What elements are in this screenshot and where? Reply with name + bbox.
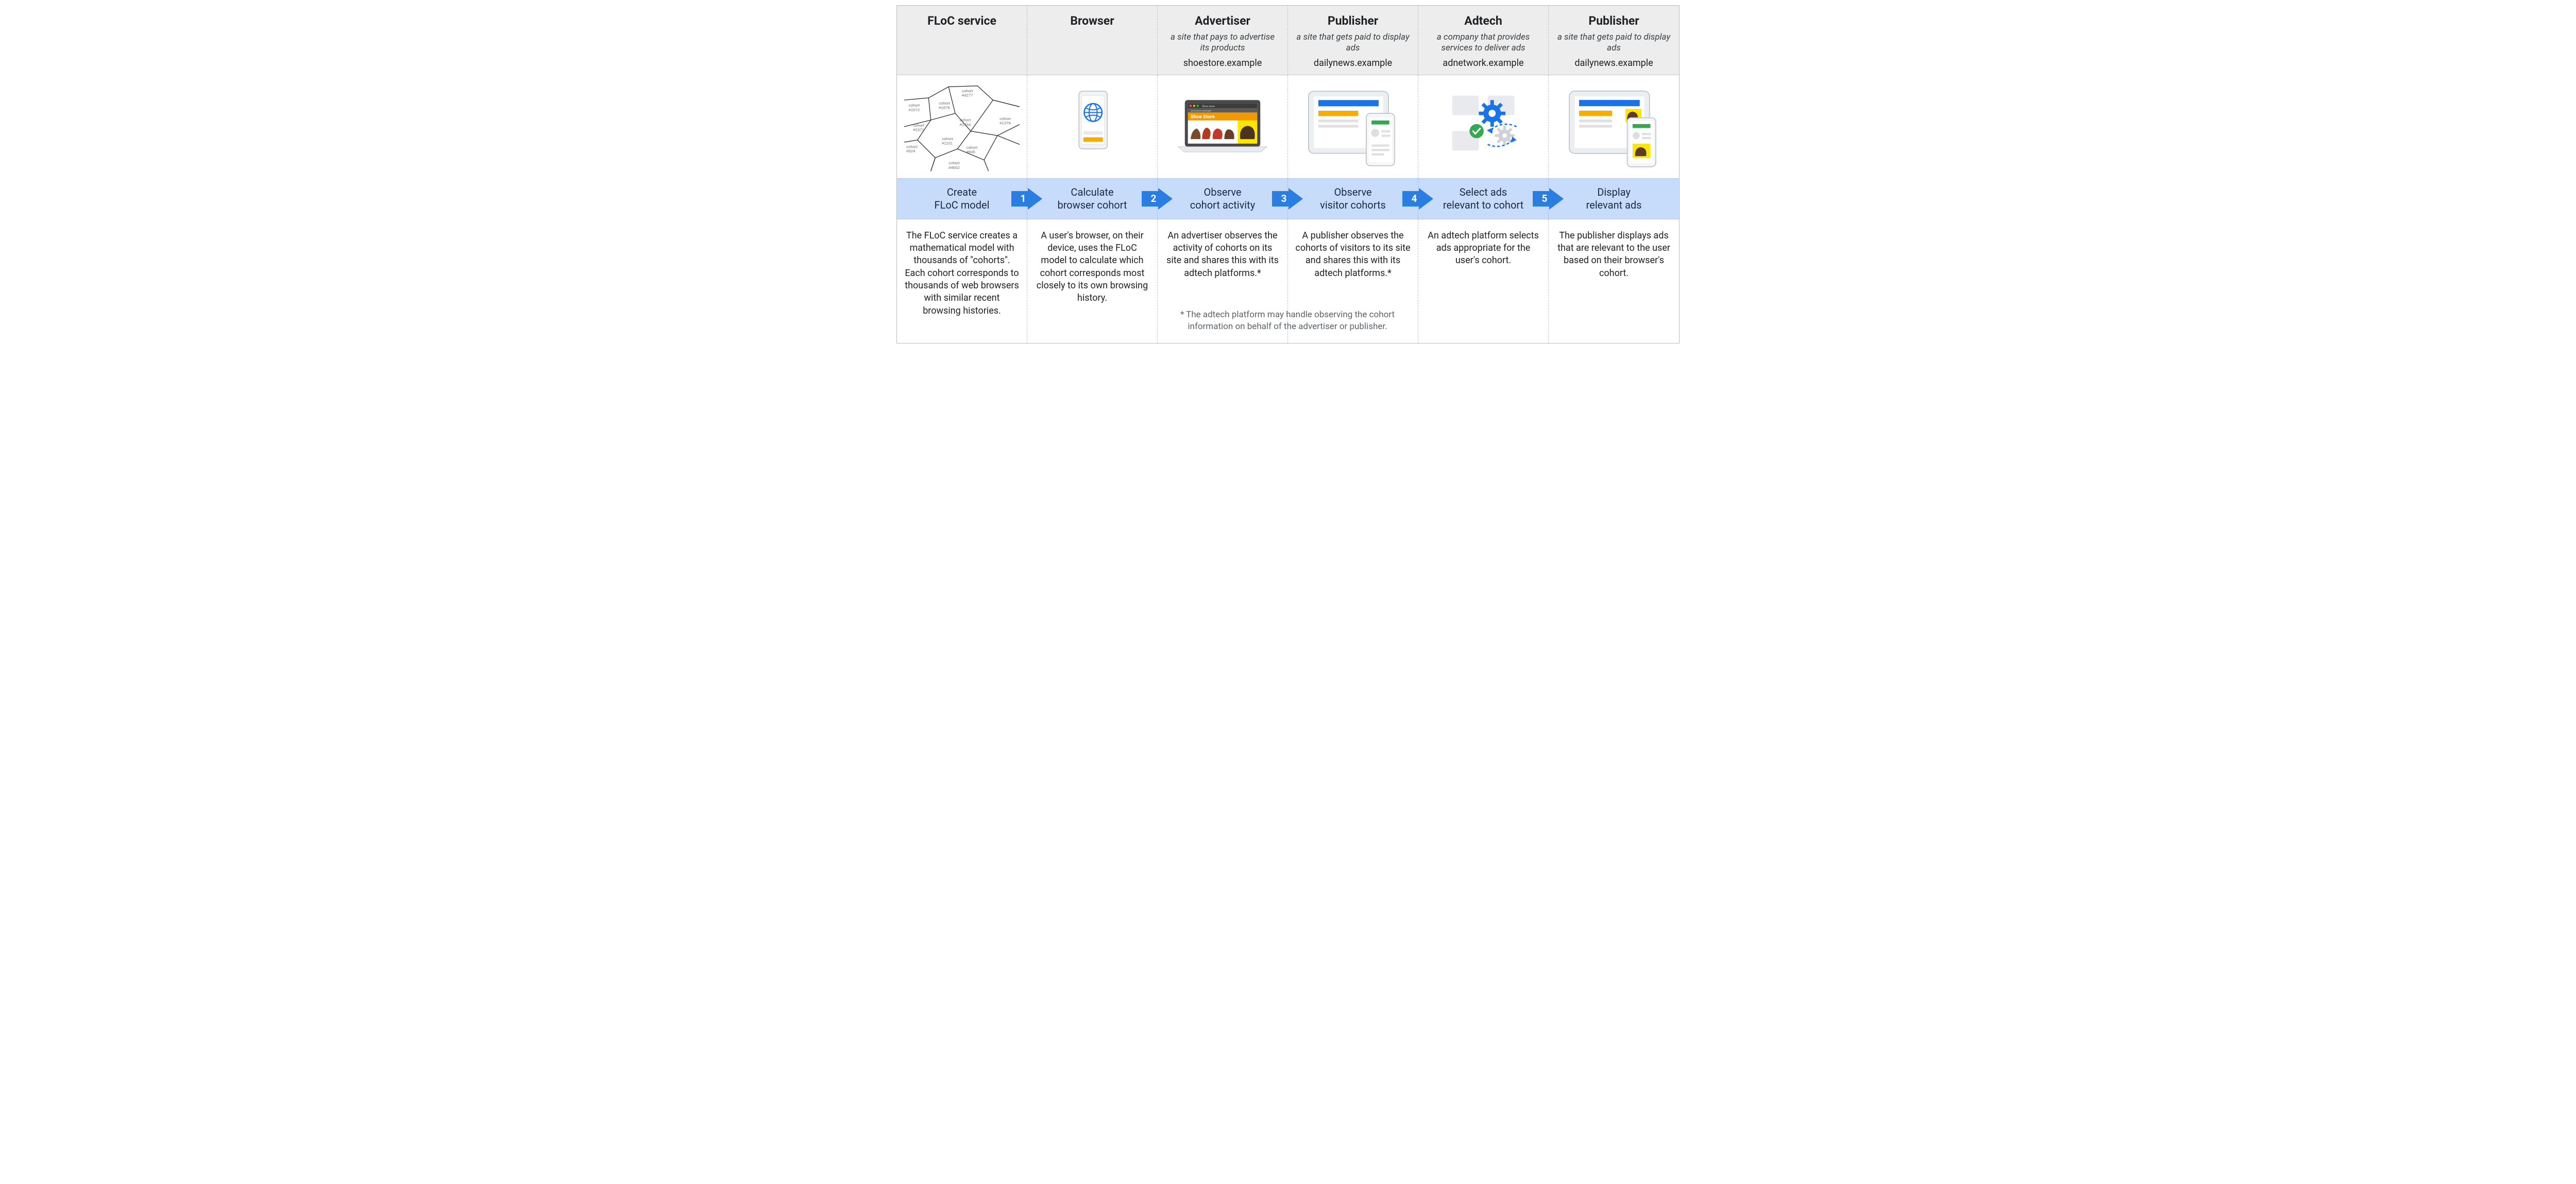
desc-advertiser: An advertiser observes the activity of c… — [1158, 219, 1288, 343]
arrow-4: 4 — [1402, 188, 1433, 210]
desc-browser: A user's browser, on their device, uses … — [1027, 219, 1158, 343]
desc-text: A user's browser, on their device, uses … — [1035, 230, 1150, 305]
svg-text:5: 5 — [1542, 193, 1548, 204]
illus-browser-phone — [1027, 75, 1158, 178]
svg-text:cohort#4277: cohort#4277 — [962, 89, 973, 98]
svg-text:cohort#845: cohort#845 — [967, 145, 978, 155]
tablet-phone-news-icon — [1295, 80, 1411, 173]
illus-adtech-gears — [1418, 75, 1549, 178]
header-example: shoestore.example — [1183, 57, 1262, 70]
illus-advertiser-laptop: Shoe store shoestore.example Shoe Store — [1158, 75, 1288, 178]
action-label: Observe visitor cohorts — [1320, 186, 1386, 212]
header-adtech: Adtech a company that provides services … — [1418, 6, 1549, 75]
svg-text:cohort#1876: cohort#1876 — [939, 101, 950, 110]
action-label: Calculate browser cohort — [1057, 186, 1127, 212]
svg-text:cohort#2371: cohort#2371 — [913, 123, 924, 132]
svg-text:cohort#1101: cohort#1101 — [942, 136, 953, 146]
header-floc-service: FLoC service — [897, 6, 1027, 75]
action-label: Create FLoC model — [935, 186, 990, 212]
action-display-ads: Display relevant ads — [1549, 178, 1679, 219]
header-subtitle: a site that gets paid to display ads — [1556, 32, 1672, 54]
header-example: adnetwork.example — [1443, 57, 1523, 70]
laptop-shoestore-icon: Shoe store shoestore.example Shoe Store — [1165, 80, 1280, 173]
desc-text: An adtech platform selects ads appropria… — [1426, 230, 1541, 267]
svg-text:Shoe store: Shoe store — [1202, 105, 1215, 108]
header-example: dailynews.example — [1574, 57, 1653, 70]
desc-text: The FLoC service creates a mathematical … — [904, 230, 1020, 317]
floc-flow-diagram: FLoC service Browser Advertiser a site t… — [896, 5, 1680, 344]
desc-text: An advertiser observes the activity of c… — [1165, 230, 1280, 280]
header-title: FLoC service — [927, 13, 996, 29]
svg-text:cohort#1072: cohort#1072 — [909, 103, 920, 112]
illus-publisher-ads — [1549, 75, 1679, 178]
header-subtitle: a site that pays to advertise its produc… — [1165, 32, 1280, 54]
desc-publisher-2: The publisher displays ads that are rele… — [1549, 219, 1679, 343]
header-title: Browser — [1070, 13, 1114, 29]
svg-text:4: 4 — [1412, 193, 1417, 204]
header-example: dailynews.example — [1314, 57, 1392, 70]
action-calculate-cohort: Calculate browser cohort 2 — [1027, 178, 1158, 219]
action-observe-visitor-cohorts: Observe visitor cohorts 4 — [1288, 178, 1418, 219]
gears-check-icon — [1426, 80, 1541, 173]
tablet-phone-ads-icon — [1556, 80, 1672, 173]
header-subtitle: a company that provides services to deli… — [1426, 32, 1541, 54]
header-publisher-2: Publisher a site that gets paid to displ… — [1549, 6, 1679, 75]
desc-floc-service: The FLoC service creates a mathematical … — [897, 219, 1027, 343]
svg-text:cohort#4602: cohort#4602 — [948, 161, 960, 170]
desc-adtech: An adtech platform selects ads appropria… — [1418, 219, 1549, 343]
action-create-model: Create FLoC model 1 — [897, 178, 1027, 219]
illus-cohort-voronoi: cohort#4277 cohort#1072 cohort#1876 coho… — [897, 75, 1027, 178]
action-label: Display relevant ads — [1586, 186, 1642, 212]
header-title: Publisher — [1588, 13, 1639, 29]
header-advertiser: Advertiser a site that pays to advertise… — [1158, 6, 1288, 75]
arrow-2: 2 — [1142, 188, 1173, 210]
action-select-ads: Select ads relevant to cohort 5 — [1418, 178, 1549, 219]
illus-publisher-devices — [1288, 75, 1418, 178]
header-subtitle: a site that gets paid to display ads — [1295, 32, 1411, 54]
header-title: Publisher — [1328, 13, 1378, 29]
action-label: Select ads relevant to cohort — [1443, 186, 1523, 212]
svg-text:cohort#524: cohort#524 — [906, 144, 918, 153]
svg-text:cohort#1378: cohort#1378 — [999, 116, 1011, 126]
action-label: Observe cohort activity — [1190, 186, 1255, 212]
svg-text:shoestore.example: shoestore.example — [1191, 110, 1211, 113]
svg-text:cohort#1354: cohort#1354 — [960, 118, 971, 127]
voronoi-icon: cohort#4277 cohort#1072 cohort#1876 coho… — [904, 80, 1020, 173]
desc-text: The publisher displays ads that are rele… — [1556, 230, 1672, 280]
svg-text:1: 1 — [1021, 193, 1026, 204]
svg-text:Shoe Store: Shoe Store — [1191, 114, 1215, 119]
phone-globe-icon — [1035, 80, 1150, 173]
header-title: Adtech — [1464, 13, 1502, 29]
arrow-1: 1 — [1011, 188, 1042, 210]
svg-text:3: 3 — [1281, 193, 1287, 204]
desc-text: A publisher observes the cohorts of visi… — [1295, 230, 1411, 280]
arrow-3: 3 — [1272, 188, 1303, 210]
header-browser: Browser — [1027, 6, 1158, 75]
desc-publisher-1: A publisher observes the cohorts of visi… — [1288, 219, 1418, 343]
arrow-5: 5 — [1533, 188, 1564, 210]
svg-text:2: 2 — [1151, 193, 1157, 204]
action-observe-cohort-activity: Observe cohort activity 3 — [1158, 178, 1288, 219]
header-publisher-1: Publisher a site that gets paid to displ… — [1288, 6, 1418, 75]
header-title: Advertiser — [1195, 13, 1250, 29]
